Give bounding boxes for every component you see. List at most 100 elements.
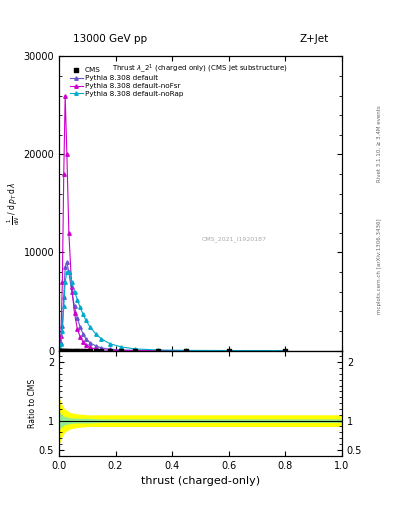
Y-axis label: $\frac{1}{\mathrm{d}N}$ / $\mathrm{d}\,p_T\,\mathrm{d}\,\lambda$: $\frac{1}{\mathrm{d}N}$ / $\mathrm{d}\,p… [6, 182, 22, 225]
Pythia 8.308 default [156, 348, 160, 354]
Pythia 8.308 default-noRap [57, 346, 62, 352]
CMS [226, 347, 232, 355]
Pythia 8.308 default-noFsr [184, 348, 189, 354]
CMS [183, 347, 189, 355]
Pythia 8.308 default-noRap [63, 279, 68, 285]
Line: Pythia 8.308 default-noFsr: Pythia 8.308 default-noFsr [58, 94, 287, 352]
Pythia 8.308 default [94, 343, 98, 349]
CMS [107, 347, 113, 355]
Pythia 8.308 default [64, 259, 69, 265]
Pythia 8.308 default-noRap [75, 296, 80, 303]
Pythia 8.308 default [78, 324, 83, 330]
Pythia 8.308 default [66, 269, 71, 275]
Pythia 8.308 default [59, 339, 63, 346]
Pythia 8.308 default-noRap [119, 344, 123, 350]
Pythia 8.308 default-noFsr [66, 230, 71, 236]
CMS [66, 347, 72, 355]
CMS [74, 347, 81, 355]
CMS [98, 347, 105, 355]
Pythia 8.308 default [226, 348, 231, 354]
Pythia 8.308 default [69, 289, 74, 295]
Pythia 8.308 default-noRap [59, 340, 63, 347]
Pythia 8.308 default-noRap [108, 340, 112, 347]
Text: CMS_2021_I1920187: CMS_2021_I1920187 [202, 236, 267, 242]
CMS [77, 347, 83, 355]
CMS [132, 347, 138, 355]
Pythia 8.308 default [57, 346, 62, 352]
Pythia 8.308 default [88, 339, 92, 346]
Pythia 8.308 default-noFsr [75, 326, 80, 332]
Pythia 8.308 default [81, 331, 85, 337]
CMS [64, 347, 70, 355]
CMS [282, 347, 288, 355]
Pythia 8.308 default-noRap [226, 348, 231, 354]
Pythia 8.308 default-noFsr [94, 346, 98, 352]
Pythia 8.308 default-noFsr [61, 171, 66, 177]
Pythia 8.308 default [99, 345, 104, 351]
Pythia 8.308 default-noRap [184, 347, 189, 353]
Pythia 8.308 default [61, 293, 66, 300]
Pythia 8.308 default [119, 347, 123, 353]
Pythia 8.308 default [108, 346, 112, 352]
Text: Rivet 3.1.10, ≥ 3.4M events: Rivet 3.1.10, ≥ 3.4M events [377, 105, 382, 182]
Pythia 8.308 default-noFsr [99, 347, 104, 353]
Legend: CMS, Pythia 8.308 default, Pythia 8.308 default-noFsr, Pythia 8.308 default-noRa: CMS, Pythia 8.308 default, Pythia 8.308 … [68, 66, 185, 98]
Pythia 8.308 default [83, 336, 88, 342]
Pythia 8.308 default-noFsr [60, 279, 65, 285]
Pythia 8.308 default-noRap [72, 289, 77, 295]
Pythia 8.308 default-noFsr [83, 342, 88, 348]
Pythia 8.308 default [283, 348, 288, 354]
Y-axis label: Ratio to CMS: Ratio to CMS [28, 378, 37, 428]
Pythia 8.308 default-noFsr [133, 348, 138, 354]
Pythia 8.308 default [75, 315, 80, 322]
CMS [61, 347, 67, 355]
CMS [72, 347, 78, 355]
Pythia 8.308 default-noFsr [156, 348, 160, 354]
CMS [118, 347, 124, 355]
Pythia 8.308 default-noFsr [64, 152, 69, 158]
CMS [59, 347, 66, 355]
Text: mcplots.cern.ch [arXiv:1306.3436]: mcplots.cern.ch [arXiv:1306.3436] [377, 219, 382, 314]
Text: Thrust $\lambda\_2^1$ (charged only) (CMS jet substructure): Thrust $\lambda\_2^1$ (charged only) (CM… [112, 62, 288, 75]
Pythia 8.308 default [133, 347, 138, 353]
CMS [68, 347, 75, 355]
Pythia 8.308 default [72, 304, 77, 310]
CMS [57, 347, 63, 355]
CMS [87, 347, 93, 355]
Text: Z+Jet: Z+Jet [300, 33, 329, 44]
Text: 13000 GeV pp: 13000 GeV pp [73, 33, 147, 44]
CMS [83, 347, 89, 355]
Pythia 8.308 default-noFsr [59, 333, 63, 339]
Line: Pythia 8.308 default-noRap: Pythia 8.308 default-noRap [58, 270, 287, 352]
Pythia 8.308 default-noFsr [108, 347, 112, 353]
Pythia 8.308 default-noRap [64, 269, 69, 275]
Pythia 8.308 default-noFsr [81, 338, 85, 345]
CMS [62, 347, 68, 355]
Pythia 8.308 default-noRap [61, 304, 66, 310]
Pythia 8.308 default-noFsr [63, 93, 68, 99]
Pythia 8.308 default-noRap [88, 324, 92, 330]
Pythia 8.308 default-noFsr [78, 334, 83, 340]
Pythia 8.308 default-noRap [78, 304, 83, 310]
Pythia 8.308 default-noRap [81, 311, 85, 317]
Pythia 8.308 default [63, 264, 68, 270]
Pythia 8.308 default-noRap [133, 346, 138, 352]
Pythia 8.308 default-noRap [83, 317, 88, 323]
Pythia 8.308 default-noFsr [57, 346, 62, 352]
Pythia 8.308 default-noFsr [69, 284, 74, 290]
Pythia 8.308 default-noRap [94, 331, 98, 337]
CMS [58, 347, 64, 355]
Pythia 8.308 default [184, 348, 189, 354]
X-axis label: thrust (charged-only): thrust (charged-only) [141, 476, 260, 486]
Pythia 8.308 default-noFsr [88, 345, 92, 351]
Pythia 8.308 default-noRap [60, 328, 65, 334]
Pythia 8.308 default [60, 323, 65, 329]
CMS [155, 347, 161, 355]
Pythia 8.308 default-noFsr [72, 310, 77, 316]
Pythia 8.308 default-noFsr [119, 347, 123, 353]
Pythia 8.308 default-noRap [156, 347, 160, 353]
Pythia 8.308 default-noFsr [283, 348, 288, 354]
Pythia 8.308 default-noRap [283, 348, 288, 354]
Pythia 8.308 default-noFsr [226, 348, 231, 354]
Pythia 8.308 default-noRap [99, 336, 104, 342]
